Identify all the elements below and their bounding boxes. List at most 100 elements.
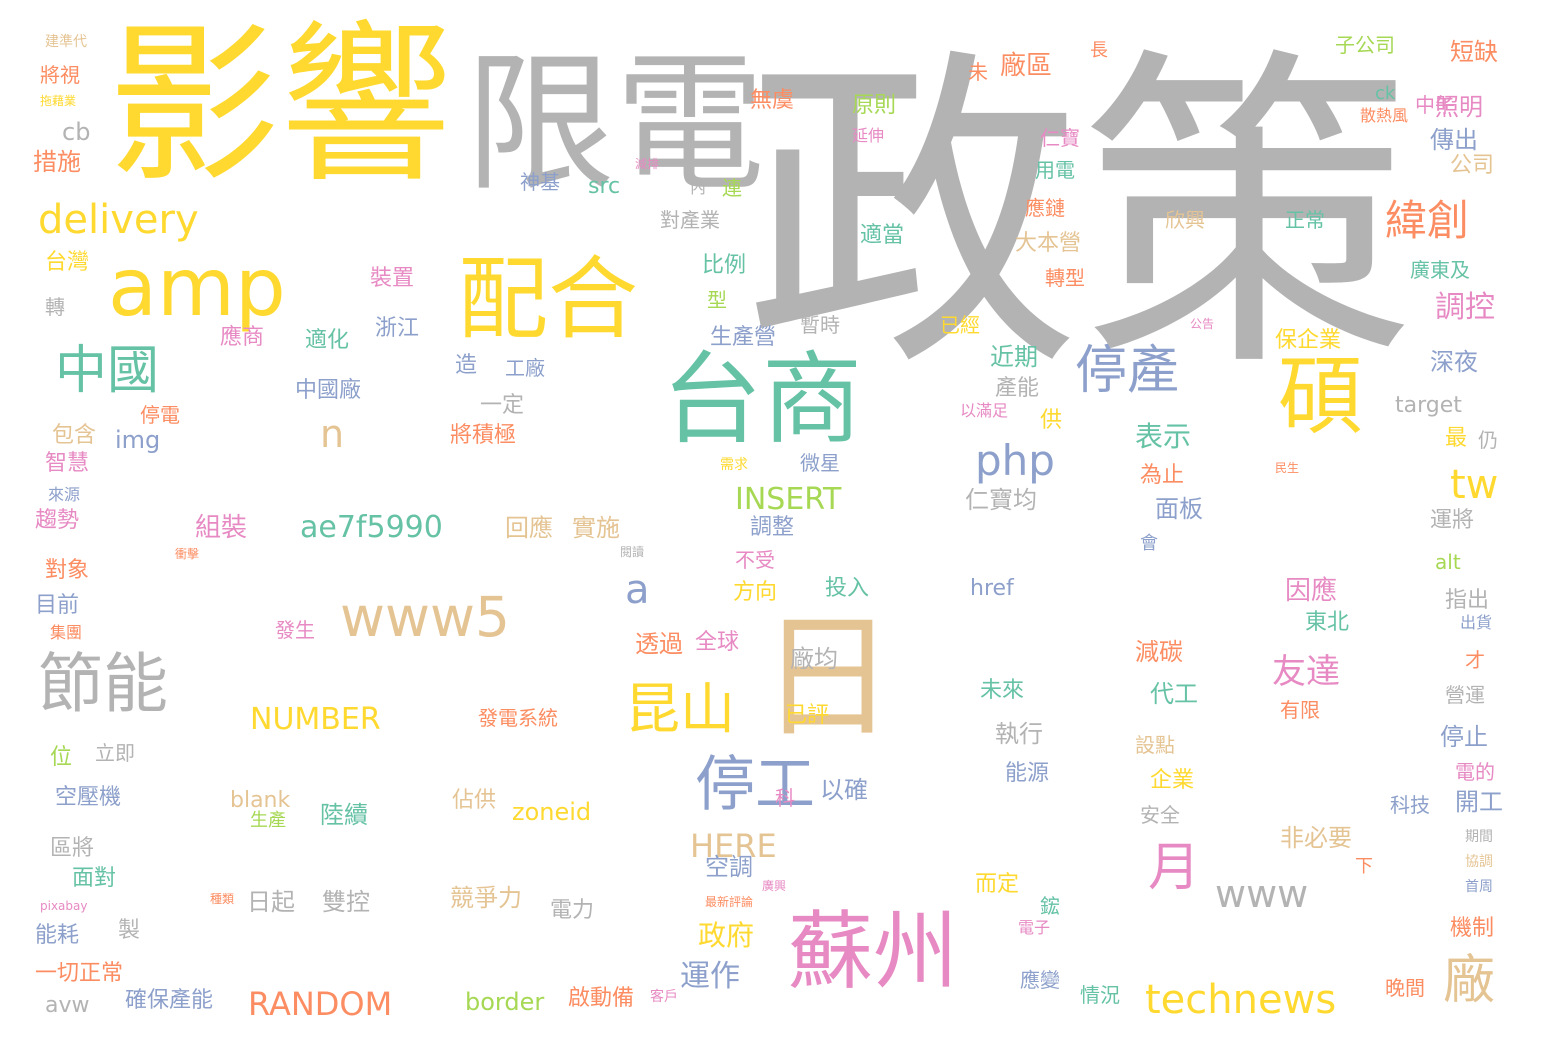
word-34: n (320, 412, 345, 456)
word-56: 執行 (995, 720, 1043, 748)
word-154: 暫時 (800, 313, 840, 337)
word-91: 公司 (1450, 153, 1495, 178)
word-107: 期間 (1465, 829, 1493, 845)
word-141: 應變 (1020, 968, 1060, 992)
word-157: 一定 (480, 393, 525, 418)
word-169: 減排 (635, 157, 660, 171)
word-109: 首周 (1465, 879, 1493, 895)
word-108: 協調 (1465, 854, 1493, 870)
word-186: 最新評論 (705, 895, 754, 909)
word-77: 轉型 (1045, 266, 1085, 290)
word-6: 台商 (662, 341, 862, 458)
word-83: 無虞 (750, 88, 795, 113)
word-3: 限電 (465, 38, 766, 212)
word-30: 政府 (698, 919, 755, 952)
word-132: 製 (118, 918, 141, 943)
word-12: 停產 (1075, 341, 1180, 401)
word-177: 發生 (275, 618, 315, 642)
word-113: 建準代 (45, 34, 87, 50)
word-11: 節能 (38, 647, 169, 722)
word-10: 中國 (55, 341, 160, 401)
word-73: 仁寶均 (965, 486, 1037, 514)
word-70: 近期 (990, 343, 1038, 371)
word-161: 神基 (520, 170, 560, 194)
word-95: 保企業 (1275, 328, 1342, 353)
word-38: 回應 (505, 514, 553, 542)
word-155: 造 (455, 353, 478, 378)
word-172: 不受 (735, 548, 775, 572)
word-66: 停止 (1440, 723, 1488, 751)
word-165: 對產業 (660, 208, 720, 232)
word-176: 已評 (785, 703, 830, 728)
word-67: 電的 (1455, 760, 1495, 784)
word-96: 深夜 (1430, 348, 1478, 376)
word-60: 設點 (1135, 733, 1175, 757)
word-174: 閱讀 (620, 545, 645, 559)
word-120: 智慧 (45, 451, 90, 476)
word-159: 已經 (940, 313, 980, 337)
word-146: 中國廠 (295, 378, 362, 403)
word-126: 位 (50, 745, 73, 770)
word-89: 照明 (1435, 93, 1483, 121)
word-131: pixabay (40, 899, 88, 913)
word-181: 科 (775, 786, 795, 810)
word-187: 廣興 (762, 879, 787, 893)
word-81: 適當 (860, 223, 905, 248)
word-1: 政策 (745, 22, 1415, 412)
word-136: 確保產能 (125, 988, 214, 1013)
word-58: 代工 (1150, 680, 1198, 708)
word-140: 情況 (1080, 983, 1120, 1007)
word-28: NUMBER (250, 702, 381, 737)
word-178: 發電系統 (478, 706, 558, 730)
word-76: 大本營 (1015, 231, 1082, 256)
word-40: 組裝 (195, 513, 248, 543)
word-16: delivery (38, 197, 199, 243)
word-18: technews (1145, 977, 1337, 1023)
word-168: 延伸 (852, 126, 885, 145)
word-170: 微星 (800, 451, 840, 475)
word-7: 碩 (1278, 348, 1364, 447)
word-13: 停工 (695, 750, 815, 820)
word-35: a (625, 567, 650, 613)
word-180: 生產 (250, 810, 286, 831)
word-17: www5 (340, 585, 510, 649)
word-5: 配合 (458, 247, 638, 352)
word-29: HERE (690, 827, 777, 865)
word-41: 全球 (695, 630, 740, 655)
word-128: 空壓機 (55, 785, 122, 810)
word-99: 仍 (1478, 428, 1498, 452)
word-102: 指出 (1445, 588, 1490, 613)
word-158: 將積極 (450, 423, 517, 448)
word-188: 種類 (210, 892, 235, 906)
word-152: 型 (707, 288, 727, 312)
word-51: 競爭力 (450, 884, 522, 912)
word-45: 以確 (820, 776, 868, 804)
word-97: target (1395, 393, 1462, 418)
word-85: 長 (1090, 40, 1108, 61)
word-68: 科技 (1390, 793, 1430, 817)
word-31: 運作 (680, 959, 740, 994)
word-137: border (465, 988, 545, 1016)
word-98: 最 (1445, 426, 1468, 451)
word-78: 應鏈 (1025, 196, 1065, 220)
word-65: 東北 (1305, 610, 1350, 635)
word-149: 浙江 (375, 316, 420, 341)
word-86: 子公司 (1335, 33, 1395, 57)
word-171: 需求 (720, 457, 748, 473)
word-36: 廠區 (1000, 51, 1053, 81)
word-49: 日起 (247, 888, 295, 916)
word-80: 仁寶 (1040, 126, 1080, 150)
word-9: 日 (760, 599, 895, 756)
word-119: 包含 (52, 423, 97, 448)
word-124: 目前 (35, 593, 80, 618)
word-48: zoneid (512, 798, 592, 826)
word-8: 蘇州 (788, 903, 959, 1002)
word-114: 將視 (40, 63, 80, 87)
word-122: 趨勢 (35, 508, 80, 533)
word-47: 佔供 (452, 788, 497, 813)
word-175: 廠均 (790, 645, 838, 673)
word-82: 原則 (852, 93, 897, 118)
word-84: 未 (968, 60, 988, 84)
word-145: 停電 (140, 403, 180, 427)
